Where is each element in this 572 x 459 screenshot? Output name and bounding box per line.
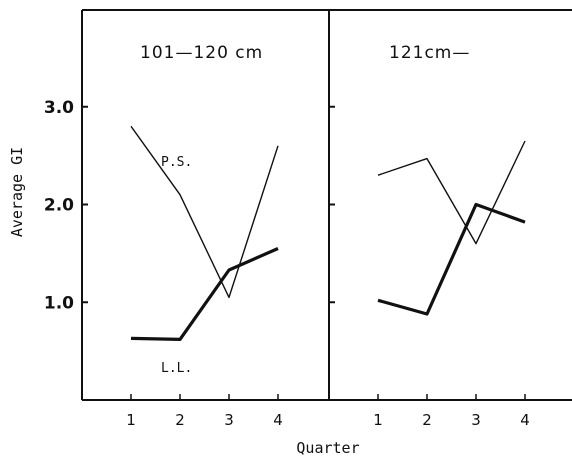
ticks-group: 1.0 2.0 3.0 1 2 3 4 1 2 3 4 [44,98,530,429]
x-tick-label: 3 [471,411,481,429]
series-line-panel2-ps [377,140,526,245]
x-tick-label: 4 [273,411,283,429]
x-tick-label: 2 [175,411,185,429]
x-tick-label: 1 [373,411,383,429]
x-tick-label: 1 [126,411,136,429]
series-group [130,125,526,341]
y-tick-label: 2.0 [44,196,74,216]
series-label-ps: P.S. [161,155,192,170]
series-label-ll: L.L. [161,361,192,376]
panel-title-left: 101—120 cm [140,43,263,63]
y-axis-title: Average GI [8,147,26,237]
y-tick-label: 1.0 [44,293,74,313]
x-tick-label: 4 [520,411,530,429]
series-line-panel1-ll [130,247,279,341]
x-tick-label: 2 [422,411,432,429]
series-line-panel2-ll [377,202,526,316]
series-line-panel1-ps [130,125,279,299]
panel-title-right: 121cm— [389,43,470,63]
x-tick-label: 3 [224,411,234,429]
y-tick-label: 3.0 [44,98,74,118]
x-axis-title: Quarter [296,439,359,457]
